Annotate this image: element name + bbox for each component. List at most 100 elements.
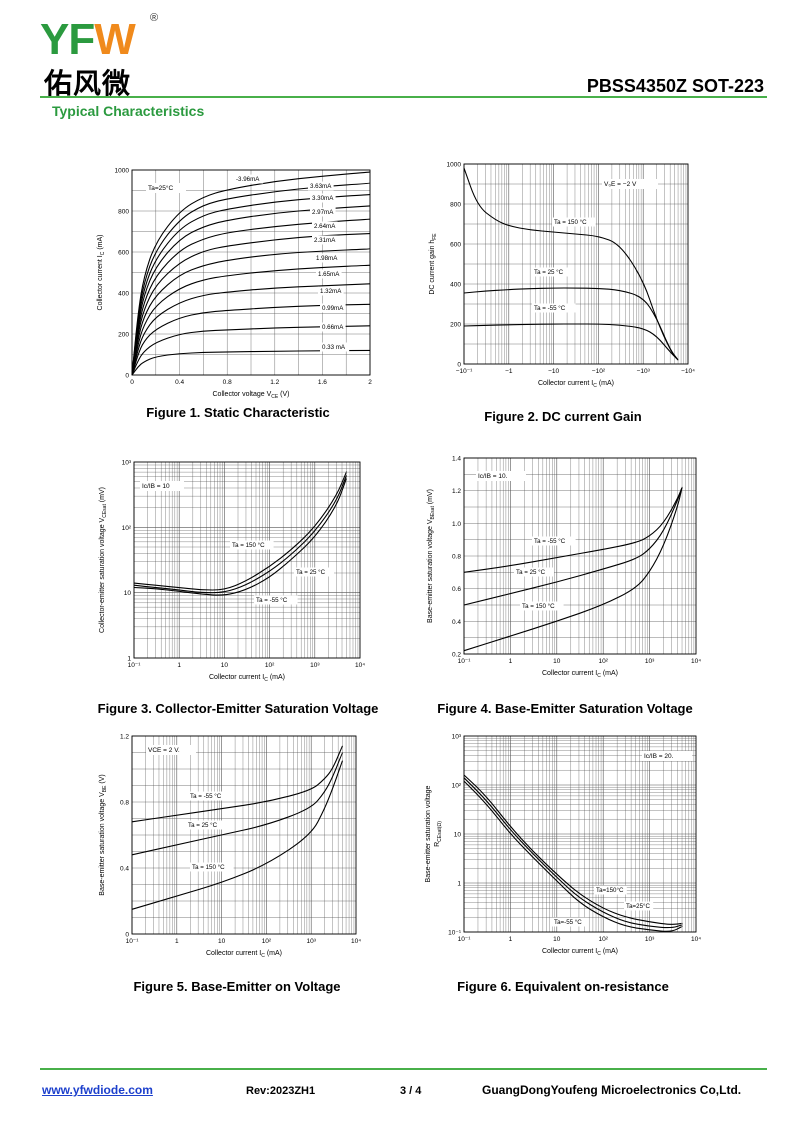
grid (133, 462, 360, 659)
x-tick-label: 10⁻¹ (458, 658, 472, 665)
figure-5-chart: 10⁻¹ 1 10 10² 10³ 10⁴ 0 0.4 0.8 1.2 Collector curr… (99, 734, 361, 960)
x-tick-label: 10 (553, 936, 561, 943)
figure-4: 10⁻¹ 1 10 10² 10³ 10⁴ 0.2 0.4 0.6 0.8 1.0 1.2 1.4 Col… (420, 450, 710, 697)
chart-note: V₀E = −2 V (604, 181, 637, 188)
curve-label: 2.64mA (314, 223, 336, 230)
curve-label: Ta = -55 °C (256, 597, 288, 604)
curve-label-background (320, 342, 350, 352)
plot-area (133, 461, 361, 659)
series-line (131, 751, 344, 856)
y-axis-label: Base-emitter saturation voltage VBEsat (… (427, 489, 436, 623)
note-background (602, 179, 658, 189)
y-axis-label: Base-emitter saturation voltage VBE (V) (99, 774, 108, 895)
series-line (463, 486, 683, 652)
chart-note: VCE = 2 V. (148, 747, 180, 754)
y-axis-label-2: RCEsat(Ω) (434, 821, 443, 847)
y-tick-label: 400 (450, 282, 461, 289)
figure-6: 10⁻¹ 1 10 10² 10³ 10⁴ 10⁻¹ 1 10 10² 10³ Collector c… (420, 728, 710, 973)
x-tick-label: −10⁴ (681, 368, 695, 375)
y-tick-label: 0 (125, 932, 129, 939)
y-tick-label: 10⁻¹ (448, 930, 462, 937)
curve-label-background (190, 862, 234, 872)
plot-frame (463, 457, 697, 655)
plot-frame (463, 735, 697, 933)
grid (463, 163, 688, 365)
y-tick-label: 1.2 (120, 734, 129, 741)
chart-note: Ic/IB = 20. (644, 753, 674, 760)
figure-4-caption: Figure 4. Base-Emitter Saturation Voltag… (437, 701, 693, 716)
series-line (133, 471, 347, 591)
section-title: Typical Characteristics (52, 103, 205, 119)
y-tick-label: 600 (450, 242, 461, 249)
website-link[interactable]: www.yfwdiode.com (42, 1083, 153, 1097)
x-tick-label: 1 (509, 936, 513, 943)
x-tick-label: −10 (548, 368, 559, 375)
y-tick-label: 1 (127, 656, 131, 663)
series-line (133, 478, 347, 596)
y-tick-label: 1.0 (452, 521, 461, 528)
y-axis-label: Collector current IC (mA) (97, 235, 106, 311)
logo-chinese-name: 佑风微 (44, 67, 132, 100)
y-tick-label: 1.2 (452, 488, 461, 495)
curve-label: Ta = -55 °C (534, 305, 566, 312)
curve-label: 3.63mA (310, 183, 332, 190)
plot-area (463, 163, 689, 365)
curve-label: -3.96mA (236, 176, 260, 183)
curve-label: Ta=-55 °C (554, 919, 582, 926)
y-axis-label: DC current gain hFE (429, 233, 438, 295)
x-tick-label: 1 (177, 662, 181, 669)
series-line (131, 325, 371, 376)
y-tick-label: 0.4 (452, 619, 461, 626)
series-line (131, 171, 371, 376)
series-line (131, 264, 371, 376)
curve-label-background (308, 181, 334, 191)
y-tick-label: 0 (125, 373, 129, 380)
curves (463, 486, 683, 652)
x-tick-label: 10³ (306, 938, 316, 945)
curve-label-background (312, 235, 338, 245)
document-title: PBSS4350Z SOT-223 (586, 76, 764, 96)
x-tick-label: 10⁴ (691, 658, 701, 665)
chart-note: Ic/IB = 10. (478, 473, 508, 480)
series-line (463, 486, 683, 573)
curve-label-background (254, 595, 298, 605)
figure-3-caption: Figure 3. Collector-Emitter Saturation V… (97, 701, 379, 716)
y-tick-label: 800 (118, 209, 129, 216)
curve-label: 0.99mA (322, 305, 344, 312)
curve-label-background (624, 901, 654, 911)
plot-frame (133, 461, 361, 659)
curve-label: 1.32mA (320, 288, 342, 295)
logo-w-glyph: W (94, 15, 136, 64)
series-line (463, 774, 683, 925)
series-line (463, 287, 679, 361)
y-tick-label: 0.4 (120, 866, 129, 873)
y-tick-label: 0 (457, 362, 461, 369)
figure-6-chart: 10⁻¹ 1 10 10² 10³ 10⁴ 10⁻¹ 1 10 10² 10³ Collector c… (425, 734, 701, 958)
curves (463, 774, 683, 932)
y-tick-label: 0.2 (452, 652, 461, 659)
grid (463, 457, 696, 655)
x-tick-label: 10 (221, 662, 229, 669)
x-axis-label: Collector current IC (mA) (542, 670, 618, 679)
plot-frame (463, 163, 689, 365)
company-logo: YFW (40, 15, 136, 64)
x-tick-label: 1 (175, 938, 179, 945)
plot-area (131, 169, 371, 376)
curve-label-background (320, 322, 346, 332)
curve-label-background (552, 917, 589, 927)
curve-label: Ta = 25 °C (534, 269, 564, 276)
curve-label-background (520, 601, 564, 611)
x-tick-label: 10⁴ (355, 662, 365, 669)
plot-area (463, 735, 697, 933)
x-axis-label: Collector voltage VCE (V) (213, 391, 290, 400)
curve-label: Ta=25°C (626, 903, 651, 910)
curve-label-background (314, 253, 340, 263)
curve-label-background (552, 217, 596, 227)
figure-2-caption: Figure 2. DC current Gain (484, 409, 642, 424)
header-divider (40, 96, 767, 98)
curve-label: 2.31mA (314, 237, 336, 244)
figure-1-caption: Figure 1. Static Characteristic (146, 405, 330, 420)
x-tick-label: 10 (553, 658, 561, 665)
x-tick-label: 0.8 (223, 379, 232, 386)
